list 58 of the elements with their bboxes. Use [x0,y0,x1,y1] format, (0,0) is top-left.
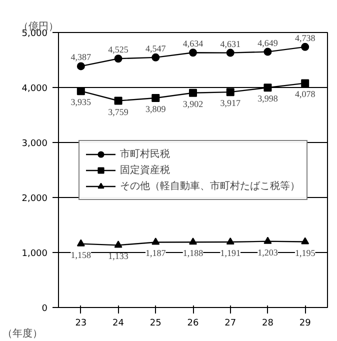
y-tick-label: 2,000 [22,194,48,204]
data-label: 3,809 [146,104,166,114]
data-label: 1,158 [70,250,92,260]
point [189,88,197,97]
data-label: 3,902 [182,98,204,109]
x-tick-label: 29 [299,318,312,328]
legend-label: その他（軽自動車、市町村たばこ税等） [120,180,300,192]
data-label: 4,631 [220,38,240,49]
point [264,84,272,92]
legend-label: 固定資産税 [120,164,170,176]
data-label: 1,187 [146,248,166,258]
data-label: 1,203 [258,247,278,258]
point [152,94,160,102]
point [76,239,85,246]
data-label: 1,191 [220,248,240,258]
point [189,48,197,57]
legend-label: 市町村民税 [120,148,170,160]
y-tick-label: 3,000 [22,139,48,149]
point [114,240,122,248]
data-label: 4,547 [146,43,166,54]
point [152,238,160,245]
point [301,237,310,244]
y-tick-label: 1,000 [22,249,48,259]
x-tick-label: 24 [112,318,124,328]
data-label: 4,634 [182,38,204,49]
point [76,62,85,70]
x-tick-label: 26 [187,318,199,328]
data-label: 1,133 [108,251,129,262]
data-label: 4,525 [108,44,129,55]
point [226,237,234,245]
point [152,53,160,62]
point [76,87,85,96]
x-tick-label: 27 [224,318,236,328]
x-tick-label: 28 [262,318,274,328]
point [301,79,310,88]
data-label: 4,387 [70,52,92,62]
data-label: 3,935 [70,97,92,108]
y-tick-label: 4,000 [22,84,48,94]
x-axis-title: （年度） [2,328,42,340]
point [301,42,310,51]
data-label: 1,188 [182,248,204,258]
point [114,54,122,63]
data-label: 1,195 [294,248,316,258]
point [264,236,272,244]
data-label: 4,738 [294,32,316,43]
x-tick-label: 23 [75,318,87,328]
data-label: 3,998 [258,94,278,104]
x-tick-label: 25 [150,318,162,328]
y-tick-label: 0 [42,304,48,314]
data-label: 4,649 [258,38,278,48]
data-label: 4,078 [294,89,316,100]
point [114,96,122,105]
point [226,48,234,57]
data-label: 3,917 [220,98,241,108]
point [189,238,197,245]
point [264,48,272,56]
data-label: 3,759 [108,106,129,117]
point [226,88,234,96]
